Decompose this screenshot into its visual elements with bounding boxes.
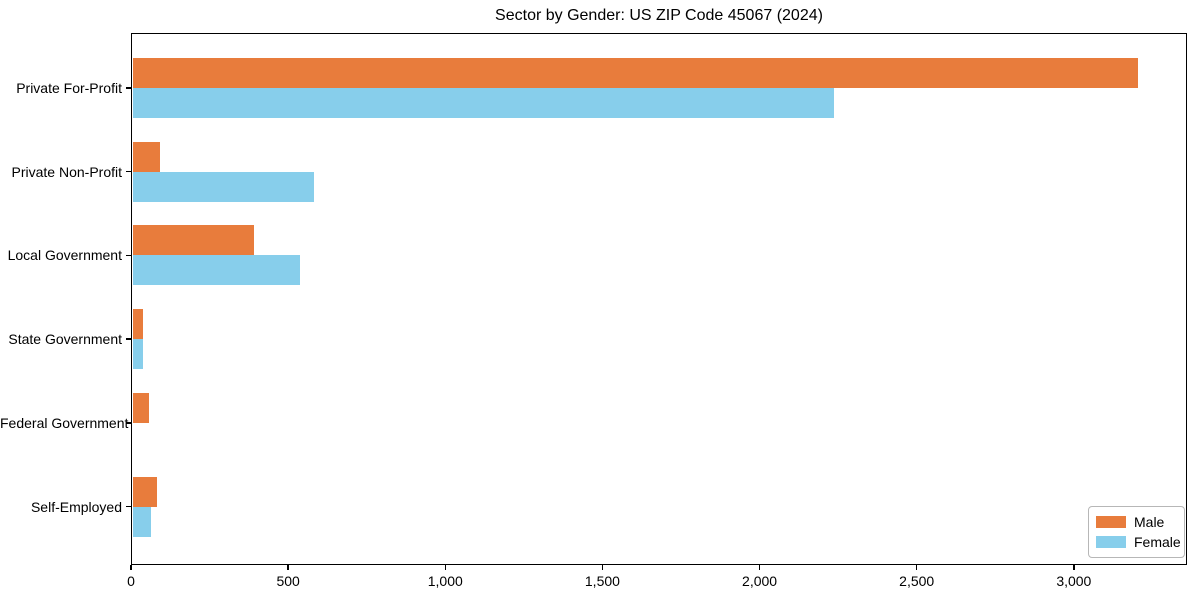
x-tick-mark [1073, 565, 1075, 570]
bar-male-5 [132, 476, 157, 507]
y-axis-label: Self-Employed [30, 498, 122, 515]
y-tick-mark [126, 422, 131, 424]
legend-entry-female: Female [1096, 532, 1181, 552]
y-axis-label: State Government [8, 331, 122, 348]
x-tick-label: 2,500 [899, 573, 935, 589]
bar-female-0 [132, 88, 834, 118]
x-tick-label: 0 [127, 573, 135, 589]
bar-male-0 [132, 58, 1139, 88]
x-tick-mark [758, 565, 761, 570]
y-axis-label: Local Government [7, 247, 122, 264]
x-tick-label: 1,000 [427, 573, 463, 589]
bar-male-2 [132, 225, 254, 256]
x-tick-label: 500 [276, 573, 300, 589]
legend-label: Female [1134, 534, 1181, 550]
y-tick-mark [126, 505, 131, 508]
y-axis-label: Private For-Profit [16, 80, 122, 96]
y-axis-label: Federal Government [0, 414, 129, 431]
chart-title: Sector by Gender: US ZIP Code 45067 (202… [495, 7, 823, 24]
y-tick-mark [126, 338, 131, 340]
y-tick-mark [126, 254, 131, 257]
legend: Male Female [1088, 506, 1185, 558]
bar-female-1 [132, 171, 314, 202]
plot-area [131, 33, 1187, 565]
legend-entry-male: Male [1096, 512, 1176, 532]
x-tick-label: 3,000 [1056, 573, 1092, 589]
x-tick-mark [915, 565, 918, 570]
legend-swatch-male [1096, 516, 1126, 528]
bar-male-3 [132, 309, 143, 340]
bar-female-2 [132, 255, 301, 286]
legend-label: Male [1134, 514, 1165, 530]
bar-male-4 [132, 392, 149, 423]
y-tick-mark [126, 87, 131, 89]
x-tick-mark [444, 565, 447, 570]
bar-female-3 [132, 339, 144, 370]
x-tick-mark [130, 565, 132, 570]
y-axis-label: Private Non-Profit [11, 163, 122, 180]
x-tick-mark [601, 565, 604, 570]
legend-swatch-female [1096, 536, 1126, 548]
bar-male-1 [132, 141, 161, 172]
bar-female-5 [132, 506, 152, 537]
x-tick-label: 1,500 [584, 573, 620, 589]
x-tick-mark [287, 565, 289, 570]
x-tick-label: 2,000 [742, 573, 778, 589]
y-tick-mark [126, 170, 131, 173]
